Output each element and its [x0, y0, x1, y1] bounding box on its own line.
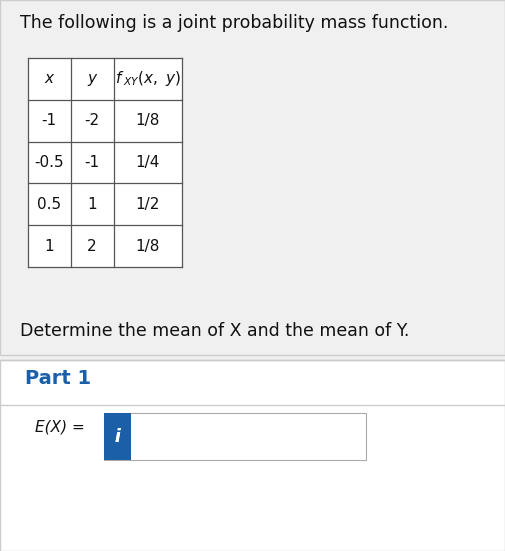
Text: 1/8: 1/8 [135, 113, 160, 128]
Text: y: y [88, 71, 96, 87]
Text: -1: -1 [85, 155, 99, 170]
Text: E(X) =: E(X) = [35, 419, 85, 435]
Text: i: i [115, 428, 120, 446]
Text: 1: 1 [87, 197, 97, 212]
Text: x: x [45, 71, 54, 87]
Text: -1: -1 [42, 113, 57, 128]
FancyBboxPatch shape [0, 360, 505, 551]
Text: 0.5: 0.5 [37, 197, 61, 212]
Text: 1/4: 1/4 [135, 155, 160, 170]
Text: i: i [115, 428, 120, 446]
Text: 1/8: 1/8 [135, 239, 160, 254]
FancyBboxPatch shape [104, 413, 366, 460]
Text: 1/2: 1/2 [135, 197, 160, 212]
FancyBboxPatch shape [0, 0, 505, 355]
Text: 2: 2 [87, 239, 97, 254]
FancyBboxPatch shape [28, 58, 182, 267]
Text: The following is a joint probability mass function.: The following is a joint probability mas… [20, 14, 448, 32]
Text: -2: -2 [85, 113, 99, 128]
Text: 1: 1 [44, 239, 54, 254]
Text: $f\,_{XY}(x,\ y)$: $f\,_{XY}(x,\ y)$ [115, 69, 180, 88]
Text: Part 1: Part 1 [25, 369, 91, 388]
FancyBboxPatch shape [104, 413, 131, 460]
Text: Determine the mean of X and the mean of Y.: Determine the mean of X and the mean of … [20, 322, 410, 341]
Text: -0.5: -0.5 [34, 155, 64, 170]
FancyBboxPatch shape [104, 413, 131, 460]
